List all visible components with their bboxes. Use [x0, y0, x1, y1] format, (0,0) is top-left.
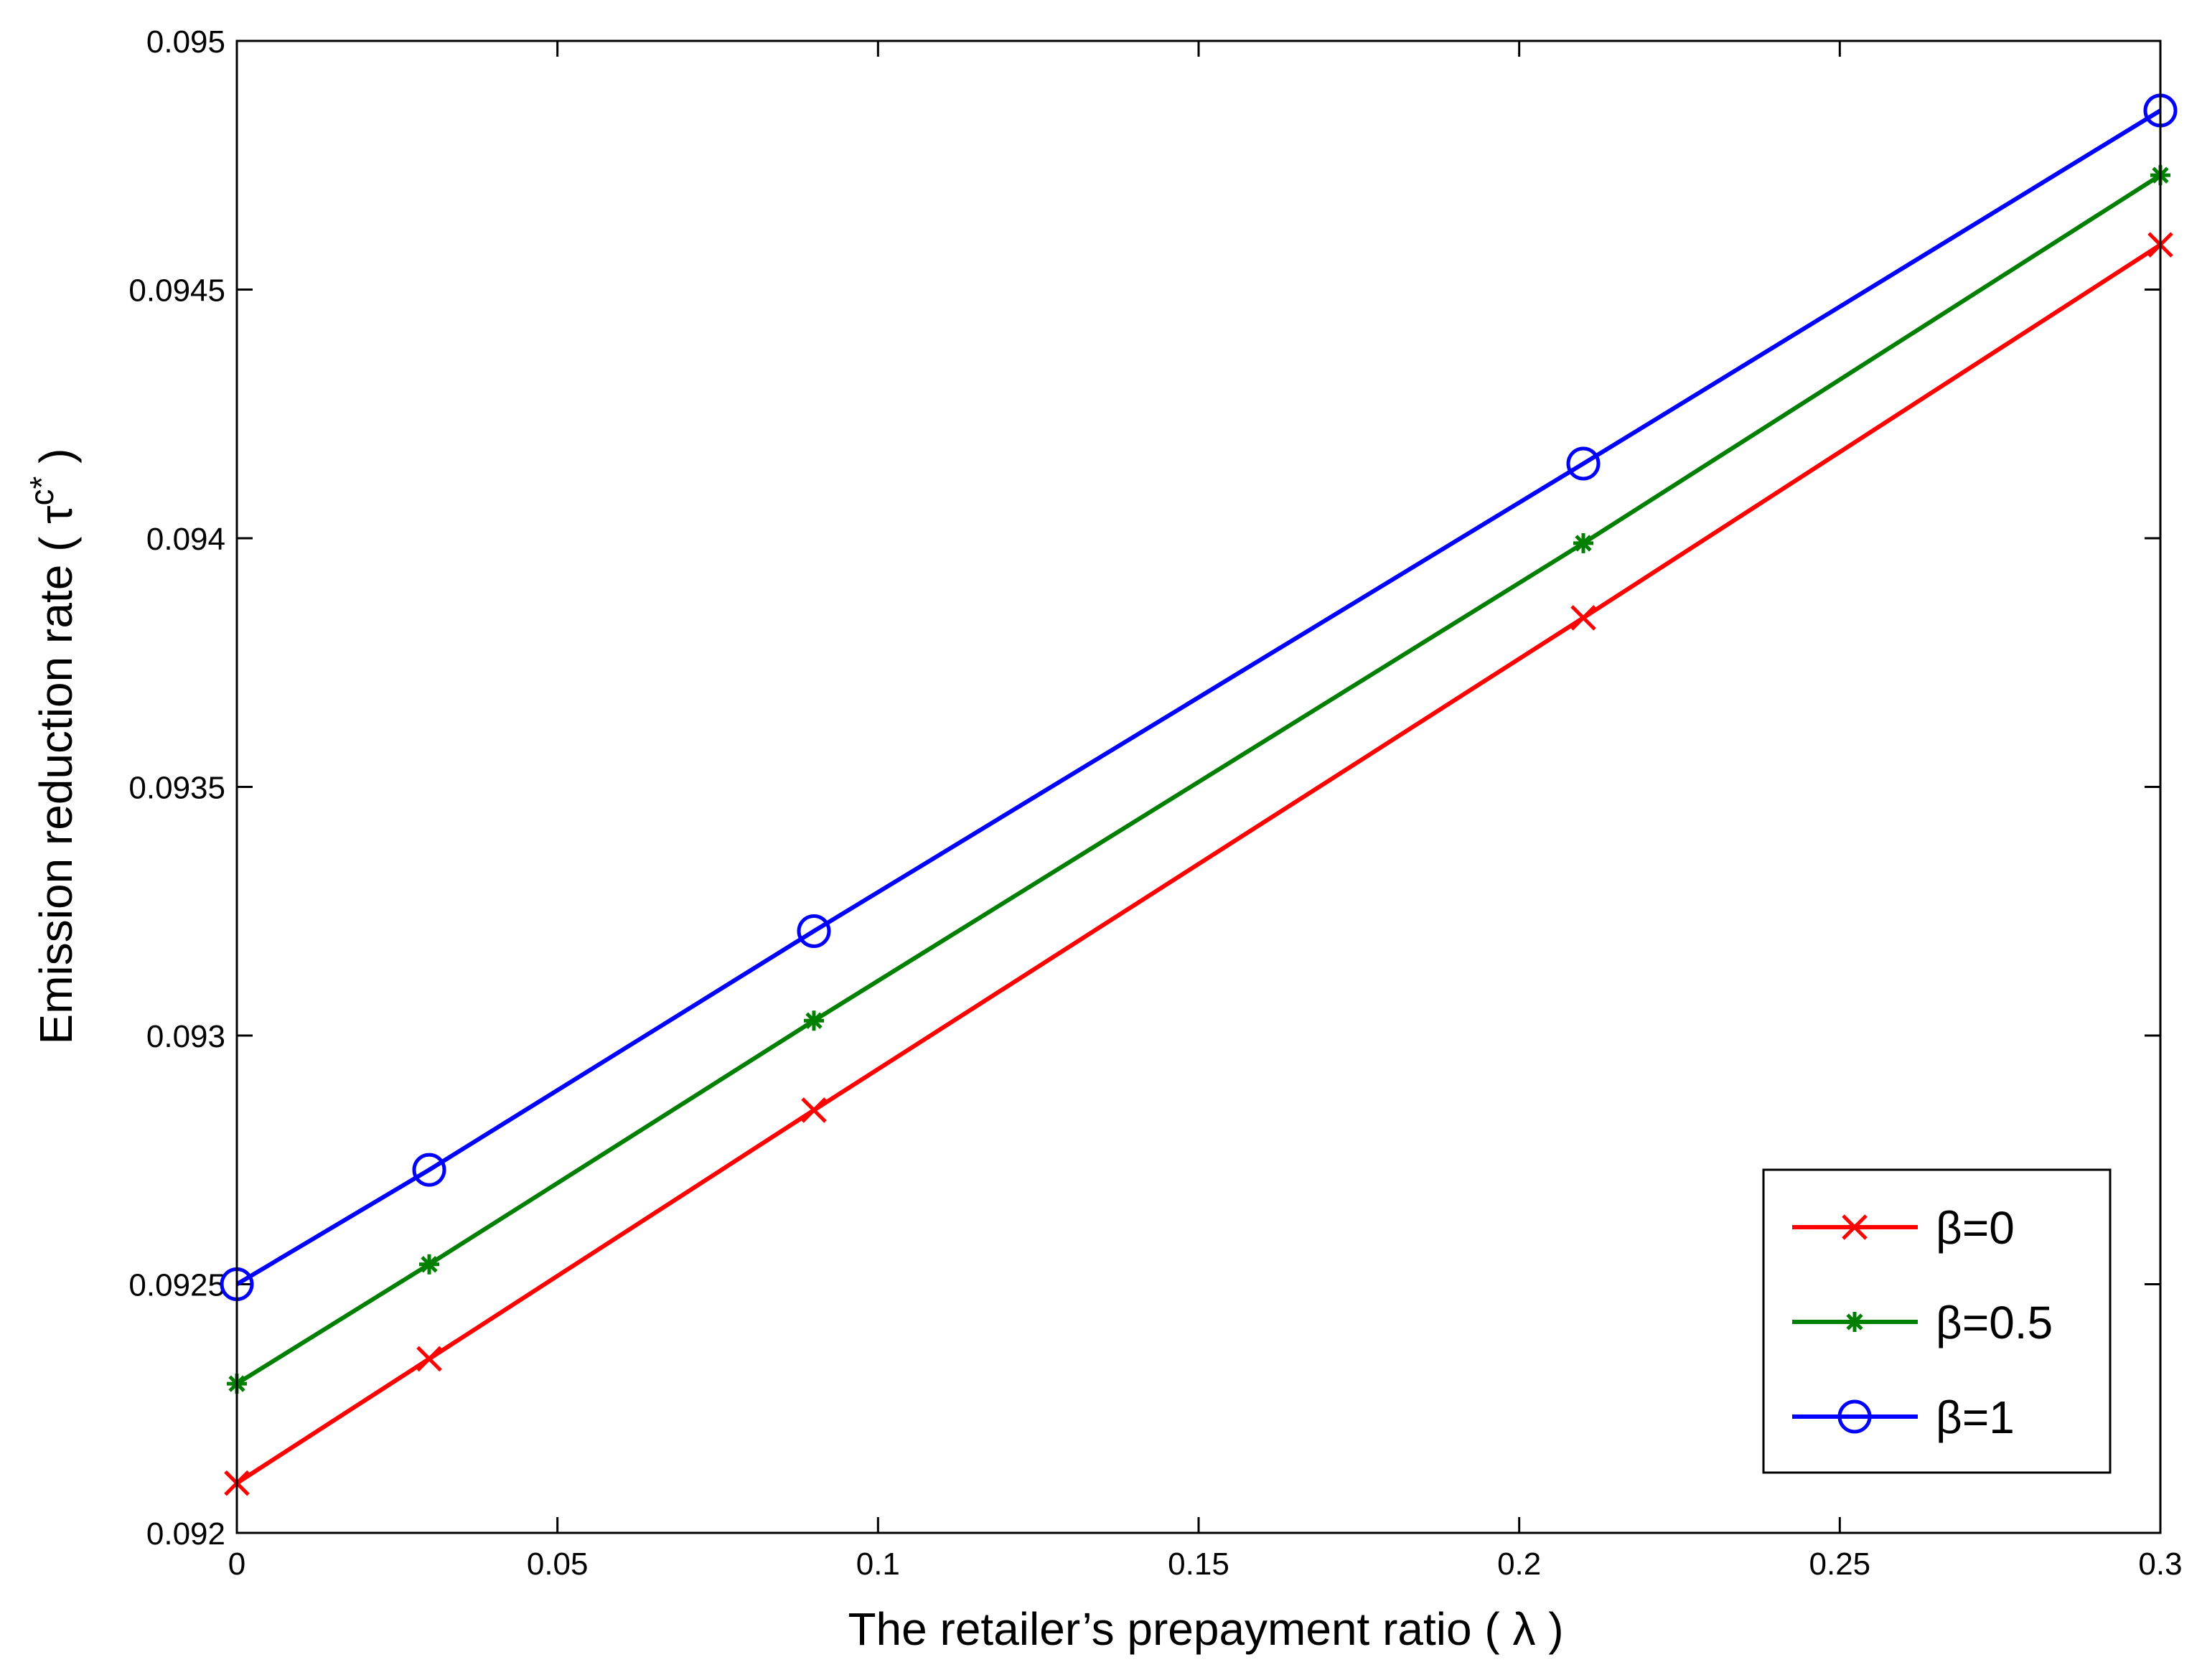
legend-marker [1842, 1214, 1868, 1240]
marker-stroke [1846, 1313, 1863, 1331]
marker-stroke [421, 1256, 438, 1273]
legend-label: β=0.5 [1936, 1297, 2053, 1348]
marker-stroke [416, 1346, 442, 1372]
data-point [412, 1153, 446, 1187]
axis-ticks: 0 0.05 0.1 0.15 0.2 0.25 0.3 0.092 0.0925 0.093 0.… [128, 24, 2182, 1582]
legend-marker [1845, 1312, 1865, 1332]
marker-stroke [1575, 535, 1592, 552]
legend: β=0 β=0.5 β=1 [1762, 1168, 2112, 1474]
series-3 [220, 93, 2178, 1301]
legend-marker [1837, 1399, 1872, 1434]
y-tick-label: 0.0925 [128, 1268, 225, 1303]
marker-stroke [1842, 1214, 1868, 1240]
marker-stroke [801, 1097, 827, 1123]
x-tick-label: 0 [228, 1547, 245, 1582]
y-tick-label: 0.095 [146, 24, 225, 60]
x-axis-title: The retailer’s prepayment ratio ( λ ) [848, 1603, 1563, 1655]
legend-label: β=1 [1936, 1392, 2015, 1443]
y-tick-label: 0.0935 [128, 771, 225, 806]
legend-label: β=0 [1936, 1202, 2015, 1254]
data-point [1566, 446, 1601, 481]
series-line [235, 108, 2162, 1287]
y-tick-label: 0.0945 [128, 273, 225, 309]
y-tick-label: 0.092 [146, 1516, 225, 1552]
data-point [801, 1097, 827, 1123]
data-point [1573, 532, 1593, 553]
data-point [1570, 605, 1596, 631]
y-tick-label: 0.094 [146, 522, 225, 557]
data-point [804, 1010, 824, 1031]
x-tick-label: 0.3 [2138, 1547, 2182, 1582]
x-tick-label: 0.2 [1497, 1547, 1541, 1582]
axes-frame [235, 39, 2162, 1534]
data-point [419, 1254, 439, 1275]
y-axis-title: Emission reduction rate ( τc* ) [23, 449, 82, 1045]
data-point [416, 1346, 442, 1372]
x-tick-label: 0.05 [527, 1547, 589, 1582]
x-tick-label: 0.1 [856, 1547, 900, 1582]
data-point [797, 914, 831, 948]
x-tick-label: 0.15 [1168, 1547, 1229, 1582]
y-tick-label: 0.093 [146, 1019, 225, 1054]
marker-stroke [805, 1012, 823, 1029]
marker-stroke [1570, 605, 1596, 631]
x-tick-label: 0.25 [1809, 1547, 1871, 1582]
